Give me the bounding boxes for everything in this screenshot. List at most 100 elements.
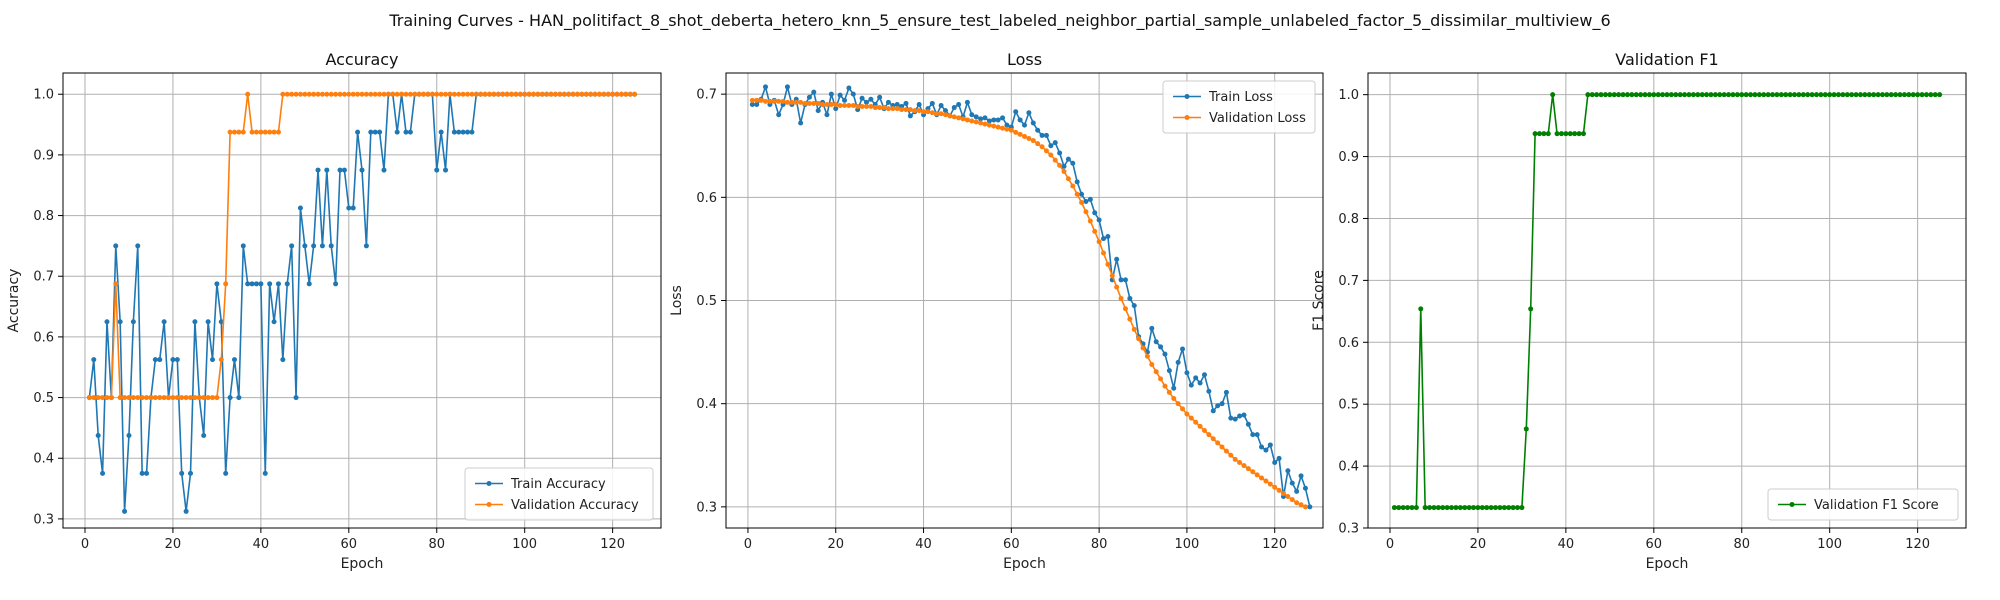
data-point <box>249 129 255 135</box>
data-point <box>798 99 804 105</box>
data-point <box>767 98 773 104</box>
data-point <box>1400 505 1406 511</box>
data-point <box>522 91 528 97</box>
data-point <box>245 91 251 97</box>
data-point <box>1118 295 1124 301</box>
data-point <box>1298 473 1304 479</box>
data-point <box>1162 383 1168 389</box>
legend-label: Validation Accuracy <box>511 498 639 513</box>
y-tick-label: 0.4 <box>696 397 717 412</box>
plot-frame <box>1367 72 1967 529</box>
data-point <box>1048 143 1054 149</box>
data-point <box>885 99 891 105</box>
data-point <box>1057 150 1063 156</box>
data-point <box>434 167 440 173</box>
data-point <box>1624 92 1630 98</box>
data-point <box>368 91 374 97</box>
data-point <box>552 91 558 97</box>
y-axis-label: Loss <box>669 285 685 316</box>
data-point <box>1690 92 1696 98</box>
data-point <box>280 91 286 97</box>
data-point <box>1294 488 1300 494</box>
data-point <box>346 205 352 211</box>
data-point <box>1254 432 1260 438</box>
data-point <box>1197 423 1203 429</box>
data-point <box>434 91 440 97</box>
data-point <box>1875 92 1881 98</box>
x-tick-label: 0 <box>1386 537 1394 552</box>
data-point <box>811 89 817 95</box>
y-tick-label: 0.4 <box>33 452 54 467</box>
data-point <box>108 395 114 401</box>
data-point <box>820 101 826 107</box>
data-point <box>1201 428 1207 433</box>
data-point <box>899 107 905 113</box>
data-point <box>407 91 413 97</box>
y-tick-label: 0.3 <box>33 512 54 527</box>
data-point <box>1149 325 1155 331</box>
data-point <box>1171 396 1177 402</box>
data-point <box>117 395 123 401</box>
data-point <box>1743 92 1749 98</box>
data-point <box>1554 131 1560 137</box>
legend: Validation F1 Score <box>1767 488 1959 521</box>
data-point <box>1607 92 1613 98</box>
data-point <box>754 101 760 107</box>
data-point <box>456 91 462 97</box>
data-point <box>1550 92 1556 98</box>
data-point <box>95 395 101 401</box>
data-point <box>218 319 224 325</box>
data-point <box>1074 179 1080 185</box>
data-point <box>429 91 435 97</box>
data-point <box>1250 469 1256 475</box>
data-point <box>289 91 295 97</box>
data-point <box>1162 351 1168 357</box>
data-point <box>978 120 984 126</box>
data-point <box>236 395 242 401</box>
plot-frame <box>62 72 662 529</box>
data-point <box>210 395 215 401</box>
data-point <box>302 91 308 97</box>
data-point <box>1493 505 1499 511</box>
data-point <box>1043 148 1049 154</box>
data-point <box>1629 92 1635 98</box>
data-point <box>421 91 427 97</box>
data-point <box>907 113 913 119</box>
data-point <box>1245 466 1251 472</box>
data-point <box>218 357 224 363</box>
data-point <box>1140 345 1146 351</box>
data-point <box>574 91 580 97</box>
data-point <box>1030 120 1036 126</box>
data-point <box>859 95 865 101</box>
data-point <box>372 129 378 135</box>
data-point <box>1853 92 1859 98</box>
data-point <box>916 101 922 107</box>
data-point <box>240 129 246 135</box>
data-point <box>280 357 286 363</box>
data-point <box>166 395 172 401</box>
data-point <box>1004 126 1010 132</box>
data-point <box>368 129 374 135</box>
x-tick-label: 120 <box>1262 537 1287 552</box>
data-point <box>1915 92 1921 98</box>
data-point <box>271 319 277 325</box>
data-point <box>1431 505 1437 511</box>
data-point <box>824 112 830 118</box>
data-point <box>903 107 909 113</box>
data-point <box>1831 92 1837 98</box>
data-point <box>776 98 782 104</box>
data-point <box>1241 463 1247 469</box>
data-point <box>570 91 576 97</box>
data-point <box>183 508 189 514</box>
data-point <box>588 91 594 97</box>
data-point <box>438 91 444 97</box>
x-tick-label: 100 <box>1175 537 1200 552</box>
data-point <box>1541 131 1547 137</box>
data-point <box>1153 369 1159 375</box>
data-point <box>170 357 176 363</box>
data-point <box>1175 359 1181 365</box>
data-point <box>1664 92 1670 98</box>
data-point <box>363 243 369 249</box>
